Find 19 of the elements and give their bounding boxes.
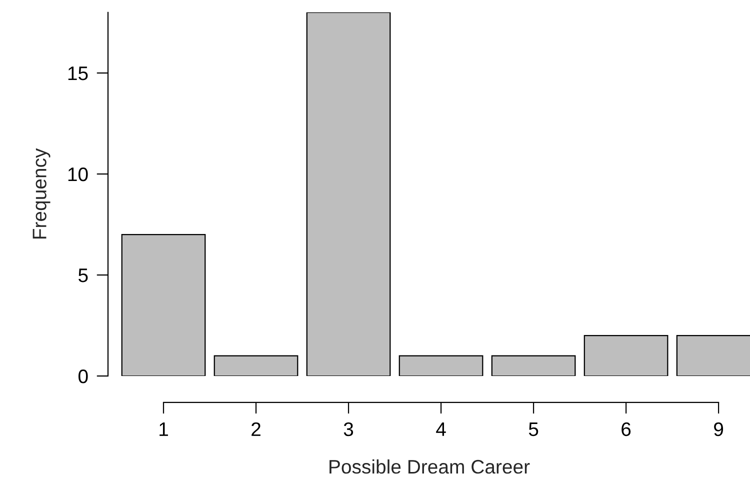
y-tick-label: 15: [68, 66, 88, 80]
bar: [584, 335, 668, 376]
x-axis-title: Possible Dream Career: [330, 459, 530, 474]
x-tick-label: 6: [622, 422, 631, 436]
x-tick-label: 1: [160, 422, 168, 436]
x-tick-label: 4: [436, 422, 446, 436]
y-axis-title: Frequency: [32, 148, 50, 239]
bar: [214, 355, 298, 376]
bar: [398, 355, 484, 376]
bar: [491, 355, 576, 376]
x-tick-label: 9: [714, 422, 724, 436]
x-tick-label: 2: [252, 422, 260, 436]
bar: [306, 12, 391, 376]
y-tick-label: 10: [68, 167, 88, 182]
y-tick-label: 0: [78, 369, 88, 384]
x-tick-label: 5: [528, 422, 538, 436]
bar: [121, 234, 206, 376]
y-tick-label: 5: [78, 268, 88, 282]
x-tick-label: 3: [344, 422, 354, 436]
